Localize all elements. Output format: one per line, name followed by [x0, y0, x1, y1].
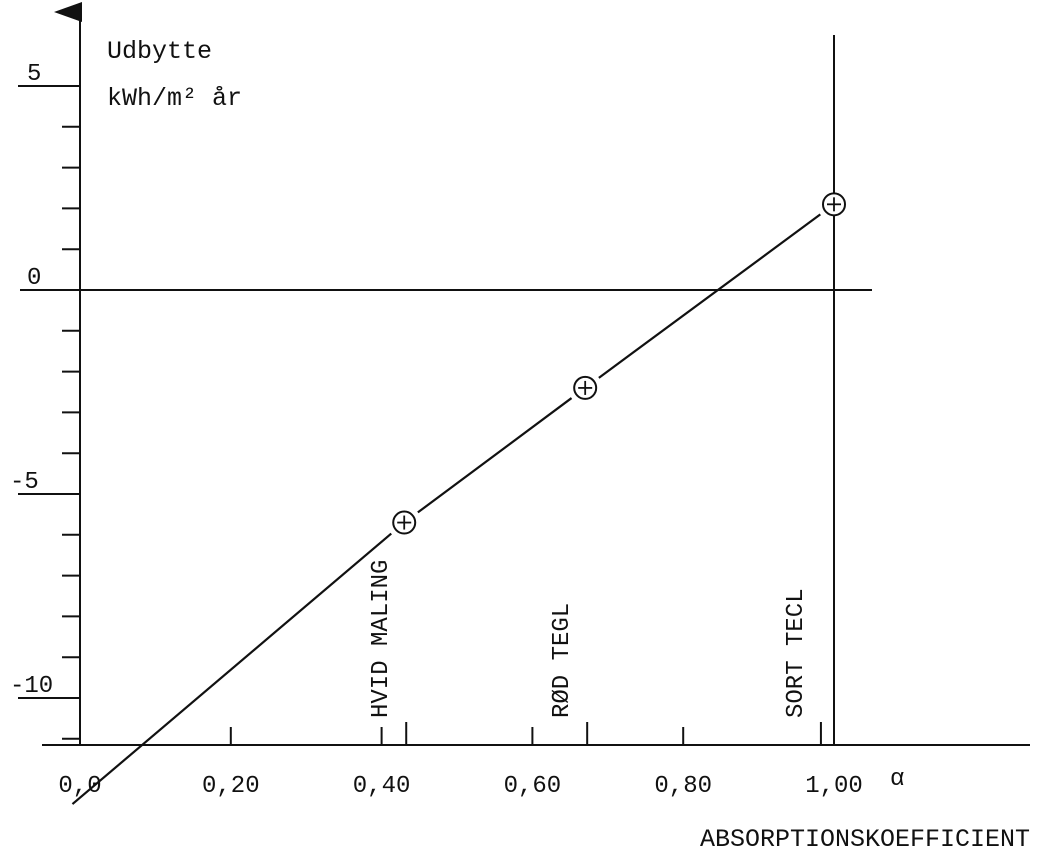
series-line-segment: [598, 213, 821, 379]
alpha-symbol: α: [890, 766, 904, 793]
x-tick-label: 0,20: [202, 773, 260, 800]
x-tick-label: 0,60: [504, 773, 562, 800]
x-tick-label: 0,40: [353, 773, 411, 800]
material-labels: HVID MALING RØD TEGL SORT TECL: [368, 560, 822, 745]
circled-plus-marker: [822, 192, 846, 217]
series-line-segment: [71, 532, 392, 805]
x-ticks: 0,0 0,20 0,40 0,60 0,80 1,00: [58, 727, 863, 800]
y-tick-label: -10: [10, 673, 53, 700]
circled-plus-marker: [392, 510, 417, 535]
x-tick-label: 1,00: [805, 773, 863, 800]
y-axis-label-line1: Udbytte: [107, 37, 212, 66]
series-group: [71, 213, 821, 805]
material-label: HVID MALING: [368, 560, 395, 718]
x-axis-label: ABSORPTIONSKOEFFICIENT: [700, 825, 1030, 854]
data-markers: [392, 192, 846, 535]
y-tick-label: 5: [27, 61, 41, 88]
y-tick-label: 0: [27, 265, 41, 292]
y-ticks: 5 0 -5 -10: [10, 61, 80, 740]
x-tick-label: 0,80: [654, 773, 712, 800]
series-line-segment: [417, 397, 573, 514]
material-label: RØD TEGL: [549, 603, 576, 718]
material-label: SORT TECL: [783, 588, 810, 718]
y-axis-label-line2: kWh/m² år: [107, 84, 242, 113]
y-tick-label: -5: [10, 469, 39, 496]
x-tick-label: 0,0: [58, 773, 101, 800]
circled-plus-marker: [573, 375, 598, 400]
